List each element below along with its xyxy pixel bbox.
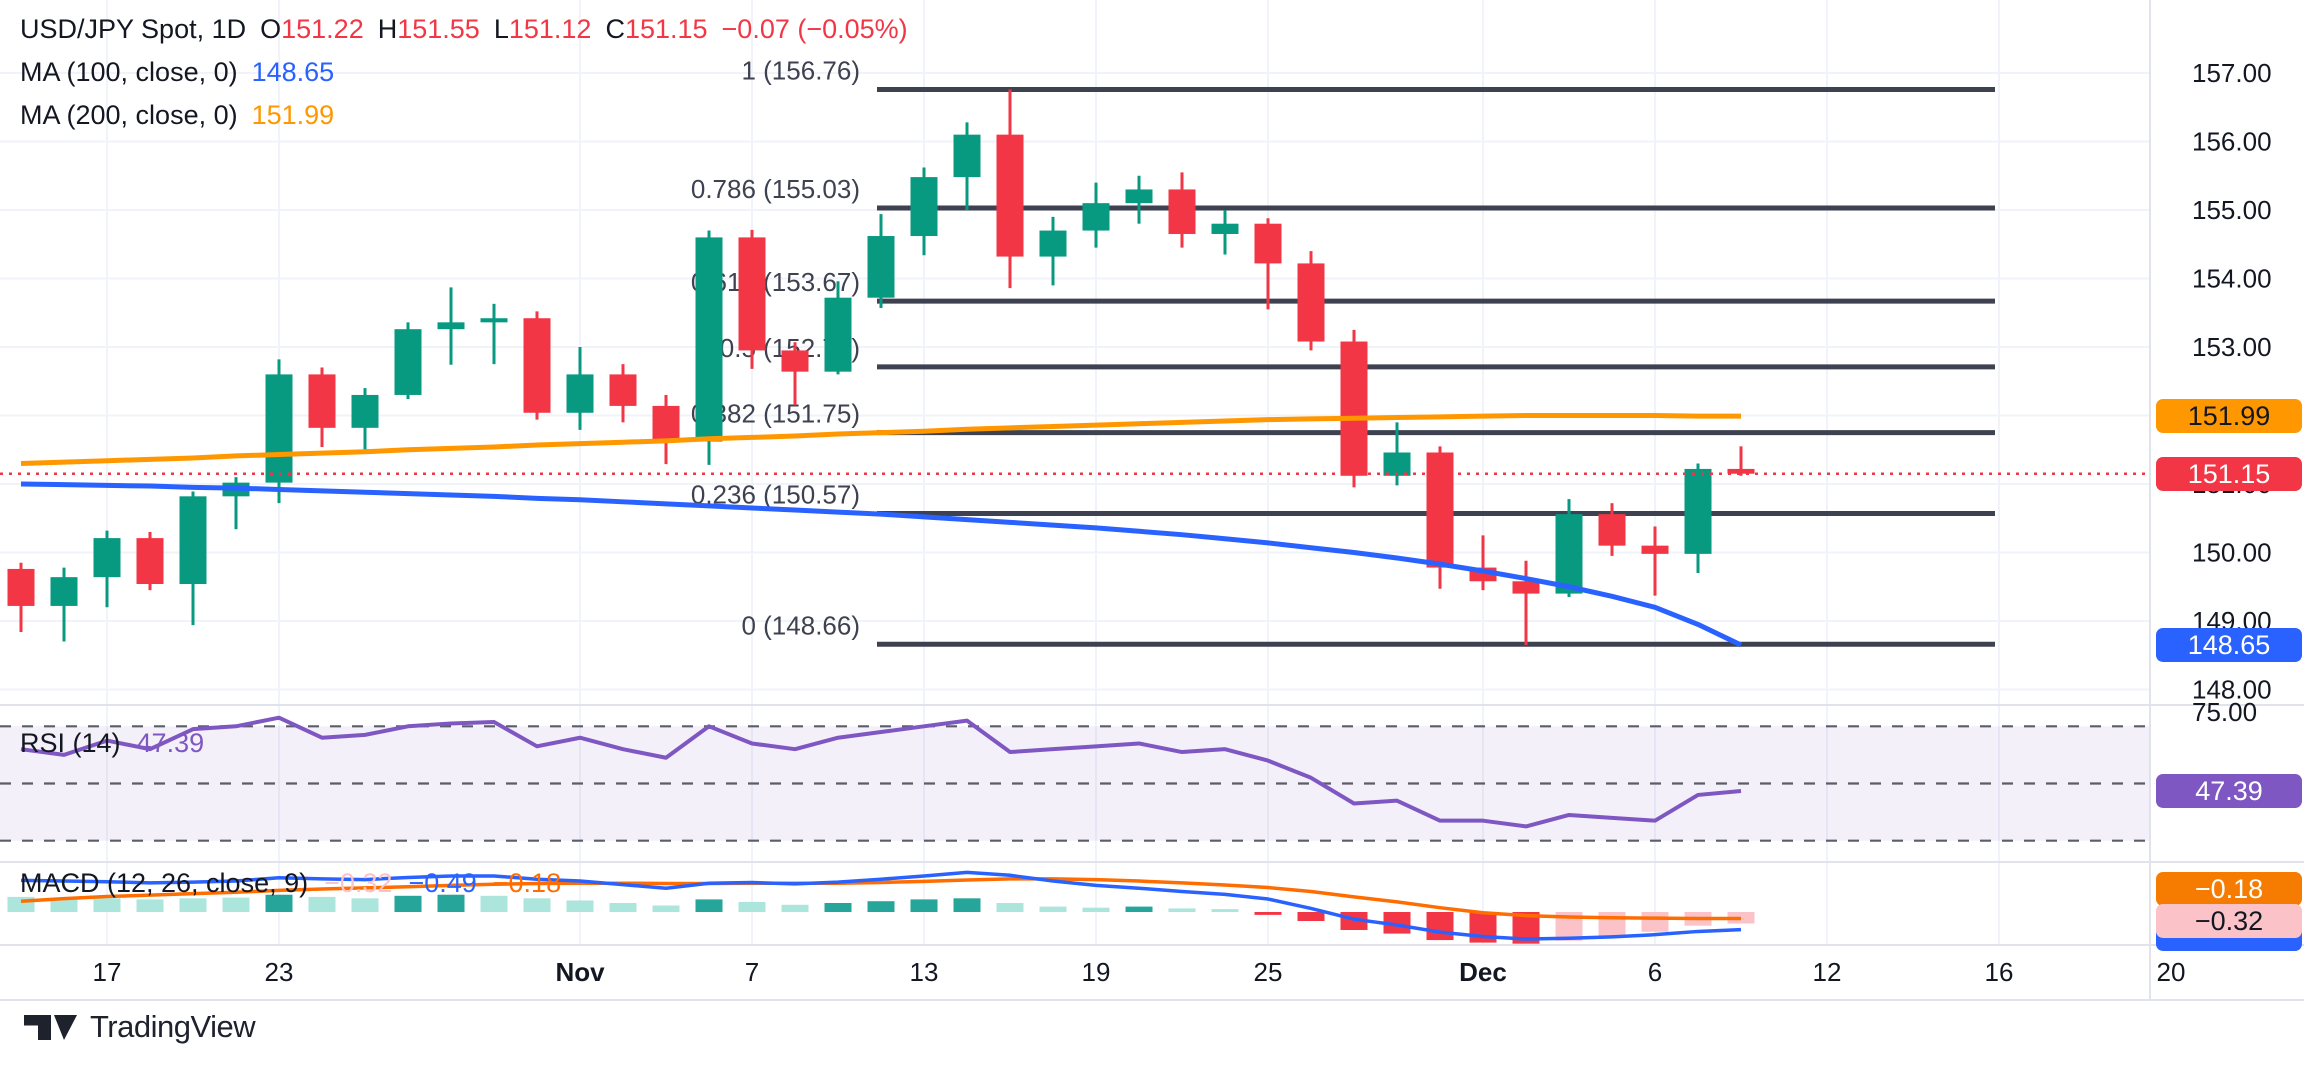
gridlines: [0, 0, 2150, 945]
svg-text:151.99: 151.99: [2188, 401, 2271, 431]
rsi-label: RSI (14): [20, 728, 121, 758]
time-axis-label: Nov: [555, 957, 605, 987]
rsi-legend-row[interactable]: RSI (14) 47.39: [20, 728, 204, 759]
open-value: O151.22: [260, 14, 364, 44]
svg-text:−0.32: −0.32: [2195, 906, 2263, 936]
close-value: C151.15: [605, 14, 708, 44]
rsi-axis-label: 75.00: [2192, 697, 2257, 727]
change-value: −0.07 (−0.05%): [721, 14, 908, 44]
tradingview-logo-icon: [24, 1014, 77, 1040]
macd-legend-row[interactable]: MACD (12, 26, close, 9) −0.32 −0.49 −0.1…: [20, 868, 561, 899]
time-axis[interactable]: 17 23 Nov 7 13 19 25 Dec 6 12 16 20: [93, 957, 2186, 987]
svg-text:148.65: 148.65: [2188, 630, 2271, 660]
rsi-line[interactable]: [20, 715, 1742, 829]
price-axis-label: 148.00: [2192, 675, 2272, 705]
time-axis-label: 20: [2157, 957, 2186, 987]
ma100-label: MA (100, close, 0): [20, 57, 238, 87]
price-axis-label: 155.00: [2192, 195, 2272, 225]
price-axis-label: 156.00: [2192, 127, 2272, 157]
time-axis-label: 7: [745, 957, 759, 987]
price-axis-label: 150.00: [2192, 538, 2272, 568]
panel-separators: [0, 0, 2304, 1001]
macd-label: MACD (12, 26, close, 9): [20, 868, 309, 898]
ma200-row[interactable]: MA (200, close, 0) 151.99: [20, 98, 908, 132]
ma-100-line[interactable]: [20, 481, 1743, 648]
time-axis-label: 12: [1813, 957, 1842, 987]
time-axis-label: 19: [1082, 957, 1111, 987]
symbol-row[interactable]: USD/JPY Spot, 1D O151.22 H151.55 L151.12…: [20, 12, 908, 46]
ma100-row[interactable]: MA (100, close, 0) 148.65: [20, 55, 908, 89]
fib-label: 1 (156.76): [741, 55, 860, 85]
svg-text:−0.18: −0.18: [2195, 874, 2263, 904]
fib-label: 0.786 (155.03): [691, 174, 860, 204]
macd-line-value: −0.49: [408, 868, 477, 898]
rsi-panel: [0, 725, 2150, 842]
candlesticks[interactable]: [7, 89, 1755, 645]
tradingview-logo-text: TradingView: [90, 1009, 256, 1044]
svg-text:151.15: 151.15: [2188, 459, 2271, 489]
macd-signal-line[interactable]: [20, 877, 1741, 921]
time-axis-label: 13: [910, 957, 939, 987]
fib-label: 0 (148.66): [741, 610, 860, 640]
time-axis-label: Dec: [1459, 957, 1507, 987]
high-value: H151.55: [377, 14, 480, 44]
ma200-value: 151.99: [251, 100, 335, 130]
rsi-value-badge: [2156, 774, 2302, 808]
time-axis-label: 17: [93, 957, 122, 987]
price-axis-label: 157.00: [2192, 58, 2272, 88]
time-axis-label: 25: [1254, 957, 1283, 987]
svg-text:47.39: 47.39: [2195, 776, 2263, 806]
low-value: L151.12: [493, 14, 592, 44]
axis-badges: 151.99 151.15 148.65 47.39 −0.18−0.32: [2156, 399, 2302, 951]
macd-signal-value: −0.18: [492, 868, 562, 898]
price-axis-label: 153.00: [2192, 332, 2272, 362]
macd-hist-value: −0.32: [324, 868, 393, 898]
symbol-legend: USD/JPY Spot, 1D O151.22 H151.55 L151.12…: [20, 12, 908, 132]
price-axis-label: 154.00: [2192, 264, 2272, 294]
ma200-price-badge: [2156, 399, 2302, 433]
ma100-price-badge: [2156, 628, 2302, 662]
last-price-badge: [2156, 457, 2302, 491]
time-axis-label: 16: [1985, 957, 2014, 987]
ma100-value: 148.65: [251, 57, 335, 87]
tradingview-logo[interactable]: TradingView: [24, 1009, 256, 1045]
rsi-value: 47.39: [136, 728, 205, 758]
macd-hist-badge: [2156, 904, 2302, 938]
macd-line[interactable]: [20, 870, 1742, 941]
symbol-title: USD/JPY Spot, 1D: [20, 14, 247, 44]
ma-200-line[interactable]: [20, 413, 1741, 466]
time-axis-label: 23: [265, 957, 294, 987]
time-axis-label: 6: [1648, 957, 1662, 987]
macd-signal-badge: [2156, 872, 2302, 906]
ma200-label: MA (200, close, 0): [20, 100, 238, 130]
